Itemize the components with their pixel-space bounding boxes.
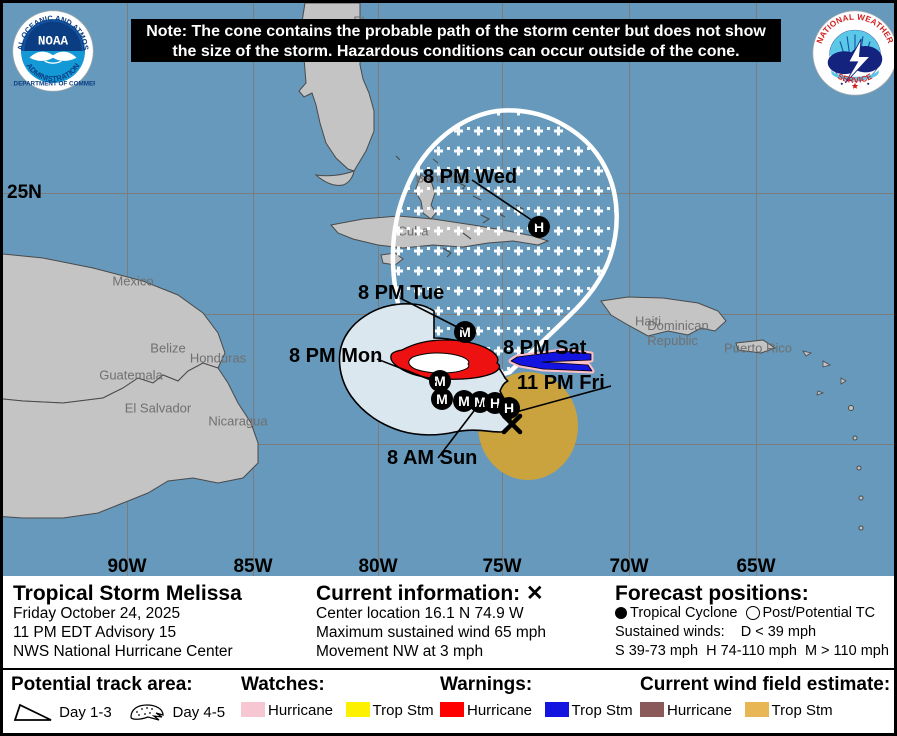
svg-text:NOAA: NOAA <box>38 34 69 48</box>
svg-text:U.S. DEPARTMENT OF COMMERCE: U.S. DEPARTMENT OF COMMERCE <box>11 80 95 87</box>
